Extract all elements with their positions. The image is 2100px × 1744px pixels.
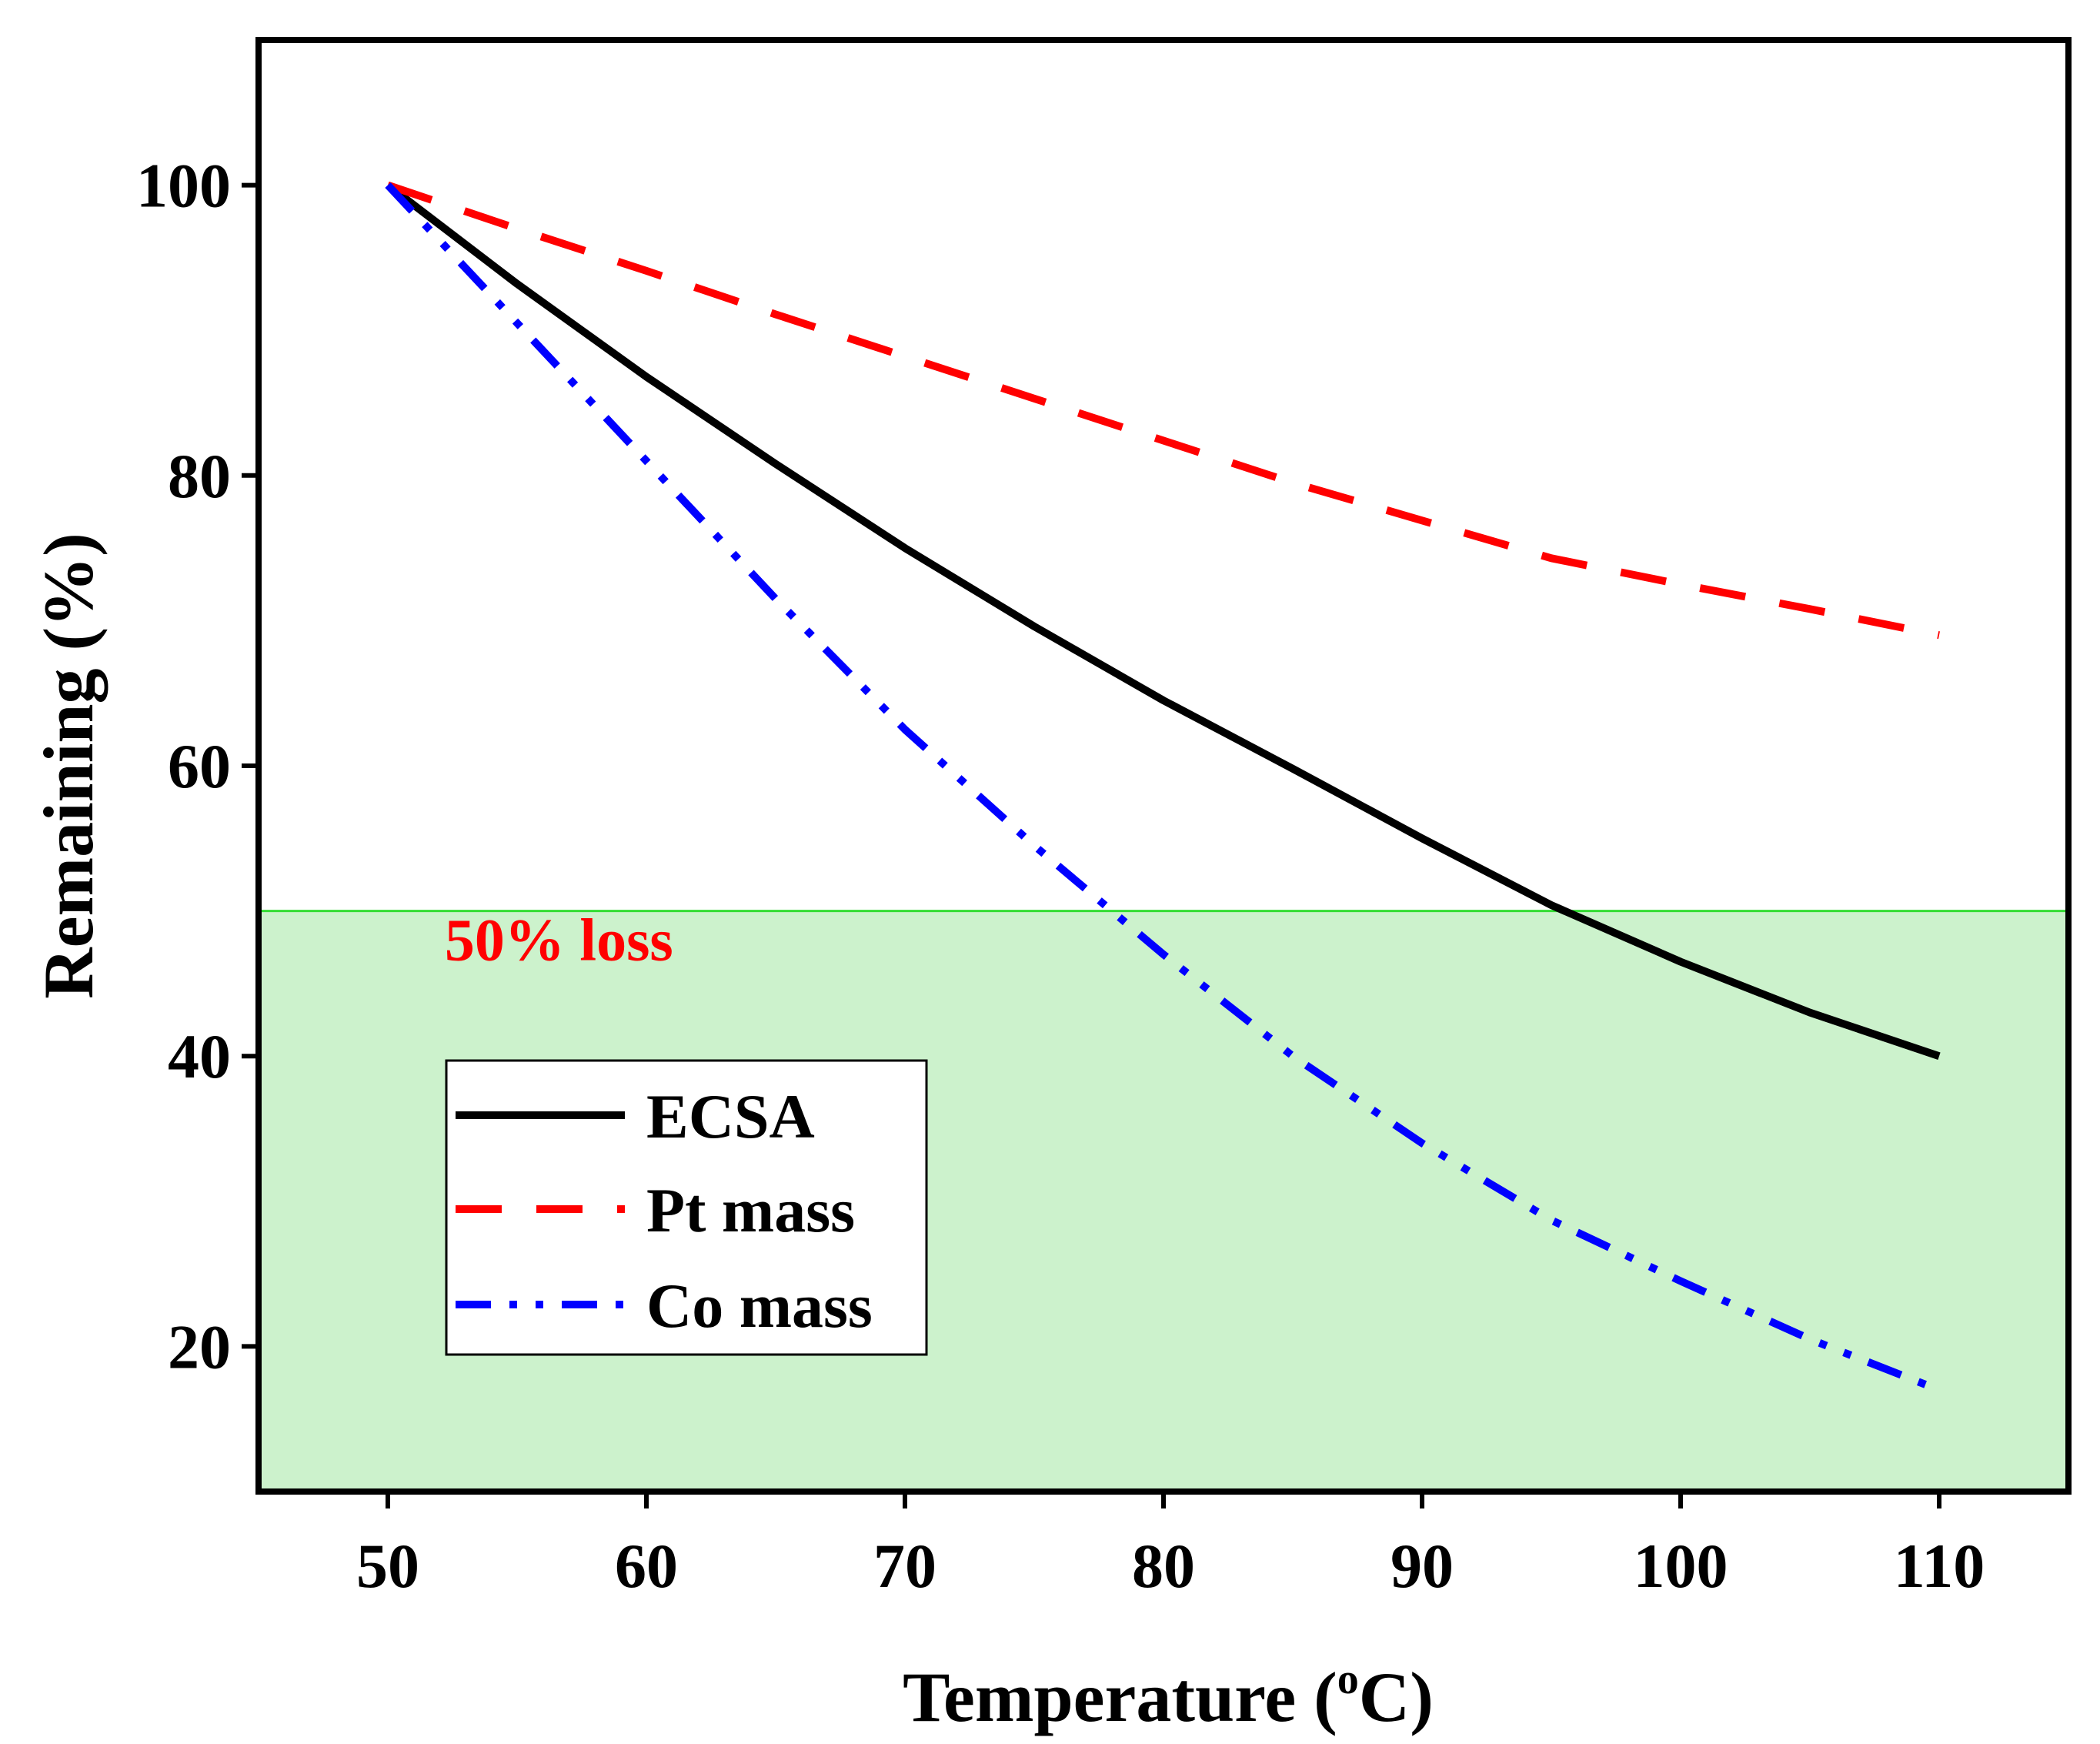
series-line-co-mass <box>385 182 1941 1394</box>
y-tick-label-60: 60 <box>168 731 231 801</box>
series-line-pt-mass <box>386 181 1940 640</box>
legend: ECSA Pt mass Co mass <box>445 1059 928 1356</box>
y-axis: 20 40 60 80 100 <box>136 151 259 1382</box>
y-tick-label-40: 40 <box>168 1021 231 1091</box>
x-axis-title-main: Temperature ( <box>903 1658 1337 1736</box>
series-line-ecsa <box>385 182 1941 1060</box>
x-axis-title: Temperature (oC) <box>903 1655 1434 1736</box>
x-axis-title-sup: o <box>1337 1655 1359 1703</box>
x-tick-label-100: 100 <box>1634 1531 1728 1601</box>
legend-label-co-mass: Co mass <box>646 1271 873 1341</box>
y-axis-title: Remaining (%) <box>29 533 108 999</box>
legend-box <box>445 1059 928 1356</box>
x-axis: 50 60 70 80 90 100 110 <box>356 1492 1985 1601</box>
legend-label-ecsa: ECSA <box>646 1081 815 1151</box>
x-tick-label-80: 80 <box>1132 1531 1195 1601</box>
y-tick-label-80: 80 <box>168 441 231 511</box>
threshold-label: 50% loss <box>445 907 673 974</box>
y-tick-label-20: 20 <box>168 1311 231 1382</box>
x-tick-label-110: 110 <box>1894 1531 1985 1601</box>
x-tick-label-90: 90 <box>1391 1531 1454 1601</box>
series-layer <box>385 181 1941 1394</box>
y-tick-label-100: 100 <box>136 151 231 221</box>
x-tick-label-60: 60 <box>615 1531 678 1601</box>
x-axis-title-tail: C) <box>1359 1658 1434 1736</box>
legend-label-pt-mass: Pt mass <box>646 1175 855 1245</box>
x-tick-label-70: 70 <box>873 1531 936 1601</box>
x-tick-label-50: 50 <box>356 1531 419 1601</box>
